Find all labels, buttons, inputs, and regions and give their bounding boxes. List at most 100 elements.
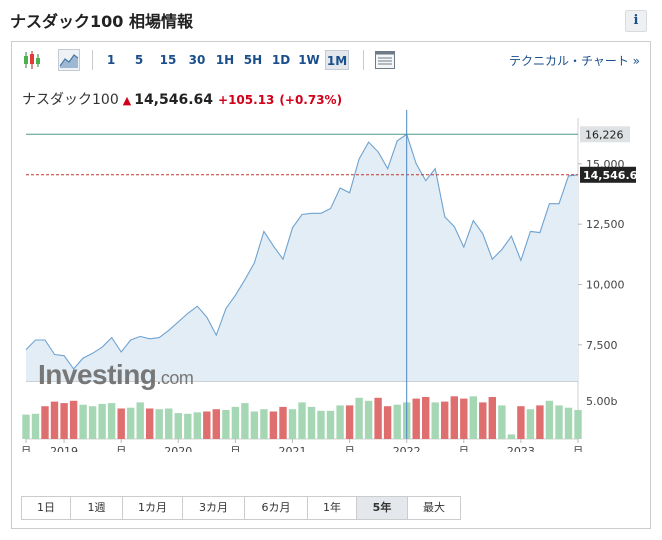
range-5y[interactable]: 5年	[356, 496, 408, 520]
price-tick-label: 7,500	[586, 339, 618, 352]
volume-bar	[460, 398, 468, 439]
interval-15[interactable]: 15	[159, 53, 177, 67]
price-tick-label: 10,000	[586, 278, 625, 291]
price-tick-label: 12,500	[586, 218, 625, 231]
candlestick-icon[interactable]	[20, 49, 42, 71]
volume-bar	[336, 405, 344, 439]
x-tick-label: 月	[573, 445, 584, 452]
volume-bar	[269, 411, 278, 439]
volume-bar	[412, 398, 420, 439]
range-6m[interactable]: 6カ月	[244, 496, 308, 520]
technical-chart-link[interactable]: テクニカル・チャート »	[508, 54, 640, 68]
volume-bar	[222, 410, 230, 439]
x-tick-label: 2023	[507, 445, 535, 452]
volume-bar	[165, 408, 173, 439]
volume-bar	[564, 407, 573, 439]
volume-bar	[383, 406, 392, 439]
volume-tick-label: 5.00b	[586, 395, 617, 408]
volume-bar	[526, 409, 535, 439]
volume-bar	[155, 409, 163, 439]
volume-bar	[231, 406, 240, 439]
investing-logo-brand: Investing	[38, 359, 156, 390]
volume-bar	[117, 408, 125, 439]
area-chart-icon[interactable]	[58, 49, 80, 71]
range-1w[interactable]: 1週	[70, 496, 123, 520]
volume-bar	[203, 411, 211, 439]
investing-logo: Investing.com	[38, 359, 193, 390]
price-change: +105.13	[218, 93, 275, 107]
range-1m[interactable]: 1カ月	[122, 496, 183, 520]
volume-bar	[184, 413, 192, 439]
interval-1[interactable]: 1	[106, 53, 116, 67]
volume-bar	[355, 397, 363, 439]
high-label: 16,226	[585, 128, 624, 141]
volume-bar	[41, 406, 49, 439]
volume-bar	[288, 409, 297, 439]
volume-bar	[574, 410, 582, 439]
x-tick-label: 2022	[393, 445, 421, 452]
chart-toolbar: 1 5 15 30 1H 5H 1D 1W 1M テクニカル・チャート »	[12, 42, 650, 79]
investing-logo-suffix: .com	[156, 368, 193, 388]
volume-bar	[441, 401, 449, 439]
info-button[interactable]: i	[625, 10, 647, 32]
volume-bar	[326, 410, 335, 439]
volume-bar	[193, 412, 201, 439]
volume-bar	[345, 405, 354, 439]
interval-5[interactable]: 5	[134, 53, 144, 67]
up-arrow-icon: ▲	[122, 94, 132, 107]
volume-bar	[517, 406, 525, 439]
x-tick-label: 2019	[50, 445, 78, 452]
quote-header: ナスダック100 ▲ 14,546.64 +105.13 (+0.73%)	[22, 89, 342, 109]
interval-1d[interactable]: 1D	[271, 53, 291, 67]
range-selector: 1日 1週 1カ月 3カ月 6カ月 1年 5年 最大	[21, 496, 461, 520]
x-tick-label: 月	[21, 445, 32, 452]
volume-bar	[374, 397, 382, 439]
volume-bar	[545, 400, 554, 439]
volume-bar	[212, 409, 220, 439]
volume-bar	[31, 413, 40, 439]
volume-bar	[507, 434, 516, 439]
volume-bar	[422, 397, 430, 439]
volume-bar	[98, 403, 106, 439]
range-3m[interactable]: 3カ月	[182, 496, 245, 520]
price-line	[25, 133, 579, 370]
price-chart[interactable]: Investing.com 7,50010,00012,50015,00016,…	[12, 42, 650, 452]
toolbar-separator	[363, 50, 364, 70]
range-1y[interactable]: 1年	[307, 496, 357, 520]
interval-5h[interactable]: 5H	[243, 53, 263, 67]
volume-bar	[107, 403, 116, 439]
volume-bar	[469, 396, 477, 439]
volume-bar	[479, 402, 487, 439]
volume-bar	[146, 408, 154, 439]
last-price-tag-bg	[580, 166, 636, 183]
x-tick-label: 月	[116, 445, 127, 452]
volume-bar	[127, 407, 135, 439]
toolbar-separator	[92, 50, 93, 70]
range-max[interactable]: 最大	[407, 496, 461, 520]
last-price: 14,546.64	[134, 92, 214, 108]
volume-bar	[174, 413, 182, 439]
x-tick-label: 2021	[278, 445, 306, 452]
interval-1h[interactable]: 1H	[215, 53, 235, 67]
volume-bar	[241, 403, 249, 439]
range-1d[interactable]: 1日	[21, 496, 71, 520]
interval-1w[interactable]: 1W	[298, 53, 320, 67]
chart-widget: 1 5 15 30 1H 5H 1D 1W 1M テクニカル・チャート » ナス…	[11, 41, 651, 529]
volume-bar	[307, 406, 316, 439]
volume-bar	[136, 402, 144, 439]
volume-bar	[50, 401, 59, 439]
x-tick-label: 月	[458, 445, 469, 452]
volume-bar	[555, 405, 563, 439]
volume-bar	[88, 406, 97, 439]
volume-bar	[536, 405, 544, 439]
volume-bar	[60, 403, 68, 439]
interval-1m[interactable]: 1M	[325, 50, 349, 70]
interval-30[interactable]: 30	[188, 53, 206, 67]
volume-bar	[79, 404, 87, 439]
chart-layout-icon[interactable]	[374, 49, 396, 71]
instrument-name: ナスダック100	[22, 92, 119, 108]
x-tick-label: 2020	[164, 445, 192, 452]
page-title: ナスダック100 相場情報	[10, 12, 193, 31]
volume-bar	[393, 404, 401, 439]
last-price-tag: 14,546.64	[583, 169, 645, 182]
